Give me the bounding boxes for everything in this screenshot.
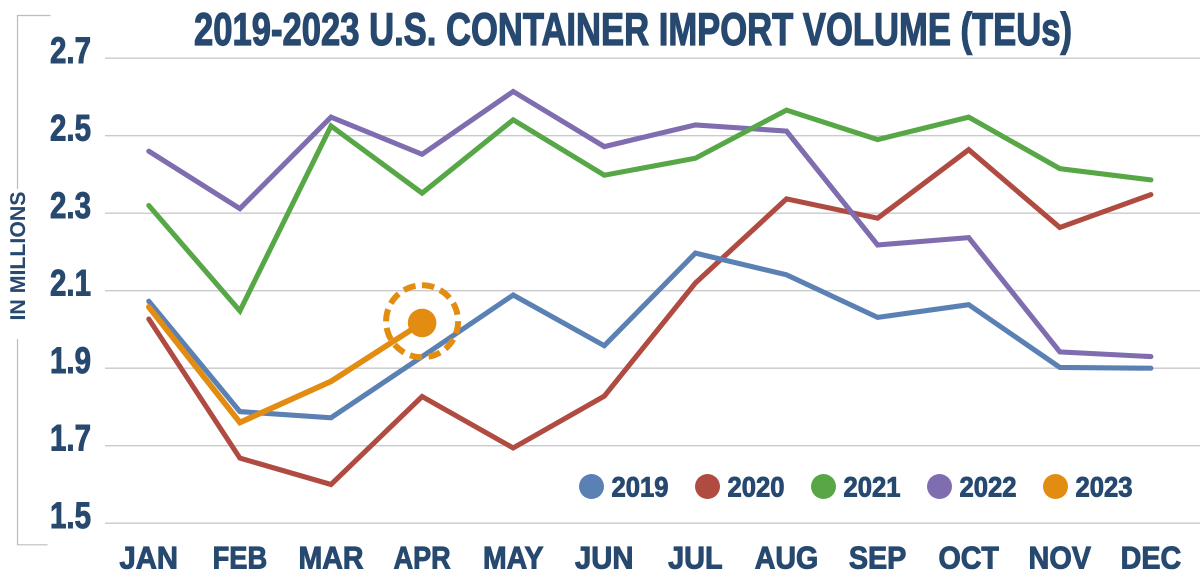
svg-text:2019-2023 U.S. CONTAINER IMPOR: 2019-2023 U.S. CONTAINER IMPORT VOLUME (… [194, 3, 1072, 55]
svg-text:FEB: FEB [213, 540, 268, 576]
svg-text:2021: 2021 [844, 472, 901, 503]
svg-text:2.5: 2.5 [50, 108, 91, 149]
svg-text:JUL: JUL [668, 540, 723, 576]
svg-text:1.9: 1.9 [50, 340, 91, 381]
svg-text:2019: 2019 [612, 472, 669, 503]
svg-text:2.3: 2.3 [50, 185, 91, 226]
svg-text:SEP: SEP [849, 540, 907, 576]
svg-text:APR: APR [394, 540, 451, 576]
svg-text:AUG: AUG [755, 540, 819, 576]
svg-text:2022: 2022 [960, 472, 1017, 503]
svg-text:2020: 2020 [728, 472, 785, 503]
svg-text:1.5: 1.5 [50, 495, 91, 536]
svg-text:2.7: 2.7 [50, 30, 91, 71]
svg-text:JAN: JAN [120, 540, 179, 576]
svg-text:NOV: NOV [1029, 540, 1092, 576]
svg-text:JUN: JUN [575, 540, 634, 576]
svg-text:IN MILLIONS: IN MILLIONS [6, 192, 30, 321]
svg-text:1.7: 1.7 [50, 418, 91, 459]
svg-text:2023: 2023 [1076, 472, 1133, 503]
svg-text:OCT: OCT [938, 540, 999, 576]
svg-text:2.1: 2.1 [50, 263, 91, 304]
svg-text:MAR: MAR [299, 540, 364, 576]
svg-text:DEC: DEC [1121, 540, 1182, 576]
svg-text:MAY: MAY [483, 540, 544, 576]
